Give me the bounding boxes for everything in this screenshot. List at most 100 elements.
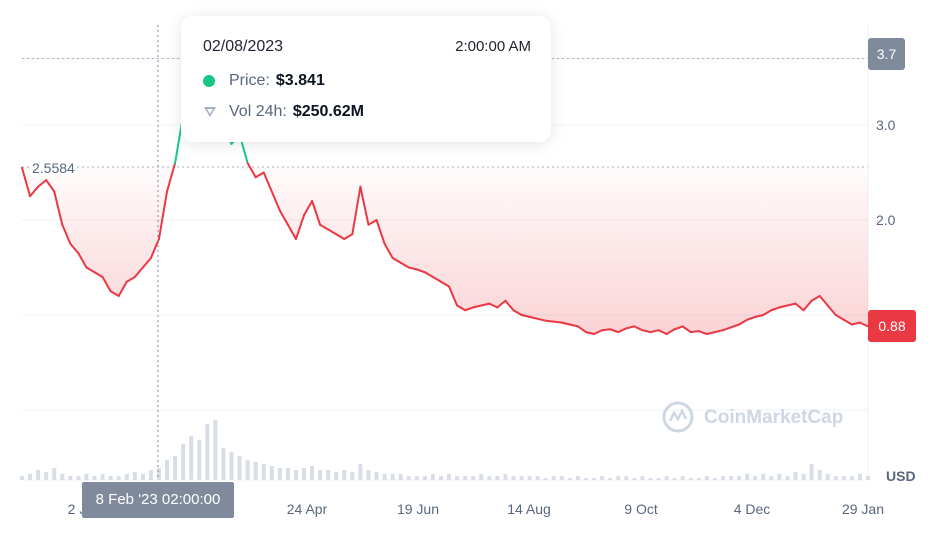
volume-bar	[632, 478, 637, 480]
price-segment	[166, 162, 177, 193]
price-segment	[335, 233, 346, 240]
volume-bar	[495, 476, 500, 480]
price-segment	[762, 309, 773, 316]
volume-bar	[712, 478, 717, 480]
volume-bar	[213, 420, 218, 480]
price-segment	[633, 325, 644, 332]
x-tick-label: 2 J	[68, 501, 87, 517]
volume-bar	[406, 476, 411, 480]
price-value: $3.841	[275, 72, 325, 89]
volume-bar	[438, 476, 443, 480]
price-segment	[480, 302, 491, 307]
price-segment	[585, 331, 596, 335]
price-segment	[77, 252, 88, 269]
volume-bar	[390, 474, 395, 480]
price-segment	[746, 315, 757, 321]
volume-bar	[181, 444, 186, 480]
price-segment	[149, 238, 160, 259]
volume-bar	[519, 476, 524, 480]
volume-bar	[342, 470, 347, 480]
price-segment	[37, 179, 48, 188]
volume-bar	[132, 472, 137, 480]
volume-bar	[36, 470, 41, 480]
price-segment	[407, 266, 418, 271]
price-segment	[617, 327, 628, 334]
volume-bar	[318, 470, 323, 480]
volume-bar	[148, 470, 153, 480]
volume-bar	[350, 472, 355, 480]
volume-bar	[398, 474, 403, 480]
volume-bar	[302, 468, 306, 480]
price-segment	[254, 171, 265, 179]
volume-bar	[809, 464, 814, 480]
price-segment	[601, 328, 612, 332]
price-segment	[488, 302, 499, 309]
volume-bar	[680, 476, 685, 480]
price-segment	[85, 266, 96, 274]
currency-label: USD	[886, 468, 916, 484]
price-segment	[61, 223, 72, 245]
volume-bar	[221, 448, 226, 480]
volume-bar	[543, 478, 548, 480]
price-segment	[415, 268, 426, 274]
volume-bar	[535, 476, 540, 480]
price-segment	[810, 295, 821, 302]
volume-bar	[584, 478, 588, 480]
volume-bar	[414, 476, 419, 480]
price-segment	[109, 290, 120, 297]
price-segment	[705, 331, 716, 335]
price-segment	[528, 315, 539, 320]
volume-bar	[229, 452, 234, 480]
volume-bar	[656, 478, 661, 480]
price-segment	[681, 325, 692, 334]
price-segment	[713, 329, 724, 334]
volume-bar	[173, 456, 178, 480]
price-segment	[141, 257, 152, 269]
volume-icon	[204, 107, 216, 117]
volume-bar	[487, 476, 492, 480]
volume-bar	[44, 472, 49, 480]
watermark-text: CoinMarketCap	[704, 407, 843, 428]
volume-bar	[503, 474, 508, 480]
volume-bar	[575, 476, 580, 480]
price-segment	[721, 326, 733, 332]
price-segment	[343, 233, 354, 240]
price-segment	[456, 304, 467, 312]
price-segment	[512, 309, 523, 316]
current-price-badge: 0.88	[868, 310, 916, 342]
price-segment	[472, 304, 483, 309]
price-segment	[770, 306, 781, 312]
volume-bar	[471, 476, 476, 480]
volume-bar	[825, 474, 830, 480]
volume-bar	[285, 468, 290, 480]
price-segment	[69, 242, 80, 255]
price-segment	[754, 314, 765, 318]
volume-bar	[672, 478, 677, 480]
volume-value: $250.62M	[292, 103, 364, 120]
price-segment	[504, 299, 515, 312]
volume-bar	[696, 478, 701, 480]
volume-bar	[849, 476, 854, 480]
volume-bar	[664, 476, 669, 480]
price-segment	[730, 323, 741, 329]
x-tick-label: 4 Dec	[734, 501, 771, 517]
volume-bar	[463, 476, 468, 480]
volume-bar	[777, 474, 782, 480]
volume-bar	[310, 466, 315, 480]
price-segment	[246, 162, 257, 179]
volume-bar	[600, 476, 605, 480]
x-tick-label: 9 Oct	[624, 501, 658, 517]
volume-bar	[527, 476, 532, 480]
volume-bar	[704, 476, 709, 480]
price-segment	[53, 190, 64, 226]
volume-bar	[92, 476, 97, 480]
price-segment	[496, 299, 507, 309]
price-segment	[842, 318, 853, 326]
price-segment	[101, 276, 112, 293]
volume-bar	[745, 474, 750, 480]
volume-bar	[567, 478, 572, 480]
volume-bar	[374, 472, 379, 480]
price-segment	[649, 329, 660, 334]
price-segment	[576, 325, 587, 334]
